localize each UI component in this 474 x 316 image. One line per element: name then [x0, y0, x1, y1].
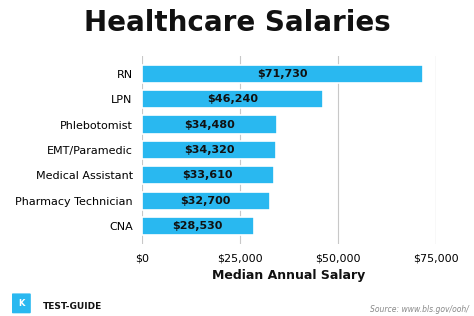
Bar — [142, 166, 273, 185]
Text: $28,530: $28,530 — [173, 221, 223, 231]
Bar — [142, 64, 423, 83]
Bar — [142, 217, 254, 235]
X-axis label: Median Annual Salary: Median Annual Salary — [212, 269, 365, 282]
Text: $32,700: $32,700 — [181, 196, 231, 206]
Text: $34,480: $34,480 — [184, 119, 235, 130]
Text: $46,240: $46,240 — [207, 94, 258, 104]
Bar — [142, 191, 270, 210]
Text: TEST-GUIDE: TEST-GUIDE — [43, 302, 102, 311]
Text: $34,320: $34,320 — [184, 145, 234, 155]
Text: $33,610: $33,610 — [182, 170, 233, 180]
Bar — [142, 141, 276, 159]
Bar — [142, 90, 323, 108]
Text: Healthcare Salaries: Healthcare Salaries — [83, 9, 391, 38]
Text: $71,730: $71,730 — [257, 69, 308, 79]
Bar — [142, 115, 277, 134]
FancyBboxPatch shape — [12, 293, 31, 313]
Text: K: K — [18, 299, 25, 308]
Text: Source: www.bls.gov/ooh/: Source: www.bls.gov/ooh/ — [370, 306, 469, 314]
